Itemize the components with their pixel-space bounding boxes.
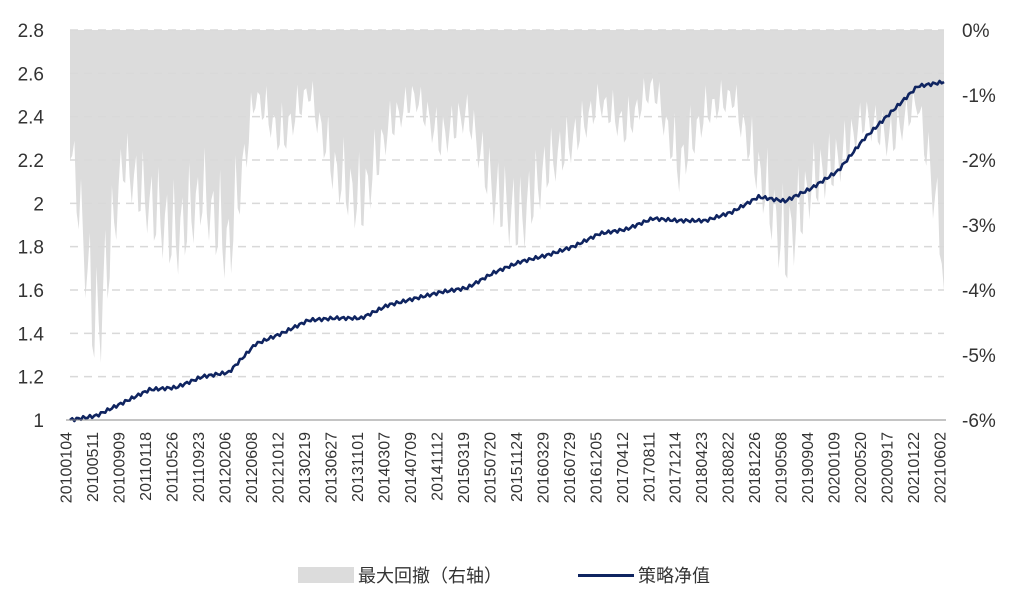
x-tick-label: 20150720	[482, 432, 499, 503]
legend-label-drawdown: 最大回撤（右轴）	[358, 566, 502, 587]
legend-label-nav: 策略净值	[638, 566, 710, 587]
nav-line	[69, 79, 945, 423]
x-tick-label: 20180822	[721, 432, 738, 503]
x-tick-label: 20171214	[668, 432, 685, 503]
legend-swatch-line	[578, 573, 634, 577]
right-tick-label: -4%	[962, 281, 996, 302]
x-tick-label: 20130627	[323, 432, 340, 503]
gridlines	[70, 29, 944, 378]
x-tick-label: 20150319	[456, 432, 473, 503]
left-tick-label: 1.4	[18, 324, 45, 345]
x-axis: 20100104 20100511 20100909 20110118 20110526…	[59, 419, 950, 503]
left-tick-label: 1.2	[18, 368, 44, 389]
right-axis: 0% -1% -2% -3% -4% -5% -6%	[962, 21, 996, 432]
right-tick-label: -1%	[962, 86, 996, 107]
x-tick-label: 20210602	[933, 432, 950, 503]
x-tick-label: 20161205	[588, 432, 605, 503]
x-tick-label: 20131101	[350, 432, 367, 502]
right-tick-label: 0%	[962, 21, 990, 42]
x-tick-label: 20110118	[138, 432, 155, 501]
x-tick-label: 20100909	[112, 432, 129, 503]
x-tick-label: 20110923	[191, 432, 208, 502]
x-tick-label: 20100104	[59, 432, 76, 503]
x-tick-label: 20120206	[218, 432, 235, 503]
x-tick-label: 20210122	[906, 432, 923, 503]
x-tick-label: 20121012	[270, 432, 287, 503]
x-tick-label: 20190508	[774, 432, 791, 503]
x-tick-label: 20200520	[853, 432, 870, 503]
right-tick-label: -6%	[962, 411, 996, 432]
drawdown-area-layer	[70, 30, 944, 363]
x-tick-label: 20110526	[165, 432, 182, 502]
x-tick-label: 20160329	[535, 432, 552, 503]
left-tick-label: 2.2	[18, 151, 44, 172]
x-tick-label: 20151124	[509, 432, 526, 502]
x-tick-label: 20130219	[297, 432, 314, 503]
left-tick-label: 2	[33, 194, 44, 215]
x-tick-label: 20170811	[641, 432, 658, 502]
right-tick-label: -5%	[962, 346, 996, 367]
x-tick-label: 20120608	[244, 432, 261, 503]
legend: 最大回撤（右轴） 策略净值	[0, 562, 1014, 590]
legend-swatch-area	[298, 567, 354, 583]
left-tick-label: 2.6	[18, 64, 44, 85]
left-tick-label: 1.8	[18, 238, 44, 259]
left-tick-label: 2.4	[18, 108, 45, 129]
x-tick-label: 20190904	[800, 432, 817, 503]
drawdown-area	[70, 30, 944, 363]
x-tick-label: 20141112	[429, 432, 446, 501]
legend-item-drawdown: 最大回撤（右轴）	[298, 562, 502, 588]
x-tick-label: 20181226	[747, 432, 764, 503]
left-tick-label: 1.6	[18, 281, 44, 302]
left-tick-label: 2.8	[18, 21, 44, 42]
left-axis: 2.8 2.6 2.4 2.2 2 1.8 1.6 1.4 1.2 1	[18, 21, 45, 432]
right-tick-label: -2%	[962, 151, 996, 172]
right-tick-label: -3%	[962, 216, 996, 237]
nav-line-layer	[69, 79, 945, 423]
x-tick-label: 20100511	[85, 432, 102, 502]
x-tick-label: 20180423	[694, 432, 711, 503]
x-tick-label: 20140307	[376, 432, 393, 503]
x-tick-label: 20170412	[615, 432, 632, 503]
left-tick-label: 1	[33, 411, 44, 432]
legend-item-nav: 策略净值	[578, 562, 710, 588]
chart-svg: 2.8 2.6 2.4 2.2 2 1.8 1.6 1.4 1.2 1 0% -1% -2% -3% -4…	[18, 21, 996, 503]
x-tick-label: 20200917	[880, 432, 897, 503]
x-tick-label: 20140709	[403, 432, 420, 503]
x-tick-label: 20160729	[562, 432, 579, 503]
x-tick-label: 20200109	[827, 432, 844, 503]
